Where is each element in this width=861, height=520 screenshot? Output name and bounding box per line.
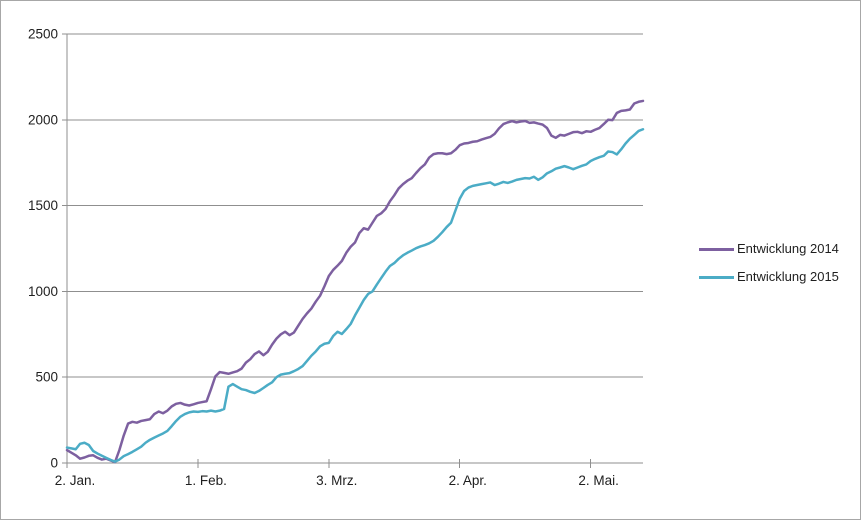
legend-entry-2015: Entwicklung 2015 <box>699 269 839 285</box>
axes <box>66 34 643 464</box>
x-tick-label-2: 1. Feb. <box>185 473 227 488</box>
gridlines <box>67 33 643 378</box>
x-tick-label-5: 2. Mai. <box>578 473 619 488</box>
y-tick-label-2000: 2000 <box>28 112 58 127</box>
y-tick-label-2500: 2500 <box>28 27 58 42</box>
y-tick-label-500: 500 <box>35 370 58 385</box>
legend-line-swatch-2015 <box>699 275 734 279</box>
x-tick-label-4: 2. Apr. <box>449 473 487 488</box>
y-tick-label-1500: 1500 <box>28 198 58 213</box>
axis-ticks <box>62 33 592 468</box>
y-tick-label-1000: 1000 <box>28 284 58 299</box>
x-tick-label-3: 3. Mrz. <box>316 473 357 488</box>
legend-label-2015: Entwicklung 2015 <box>737 269 839 284</box>
series-line-entwicklung-2015 <box>65 127 645 463</box>
series-line-entwicklung-2014 <box>65 99 645 464</box>
legend-line-swatch-2014 <box>699 247 734 251</box>
x-axis-tick-labels: 2. Jan. 1. Feb. 3. Mrz. 2. Apr. 2. Mai. <box>55 473 619 488</box>
series-lines <box>65 99 645 464</box>
legend-label-2014: Entwicklung 2014 <box>737 241 839 256</box>
x-tick-label-1: 2. Jan. <box>55 473 96 488</box>
y-tick-label-0: 0 <box>50 456 58 471</box>
y-axis-tick-labels: 0 500 1000 1500 2000 2500 <box>28 27 58 471</box>
legend-entry-2014: Entwicklung 2014 <box>699 241 839 257</box>
